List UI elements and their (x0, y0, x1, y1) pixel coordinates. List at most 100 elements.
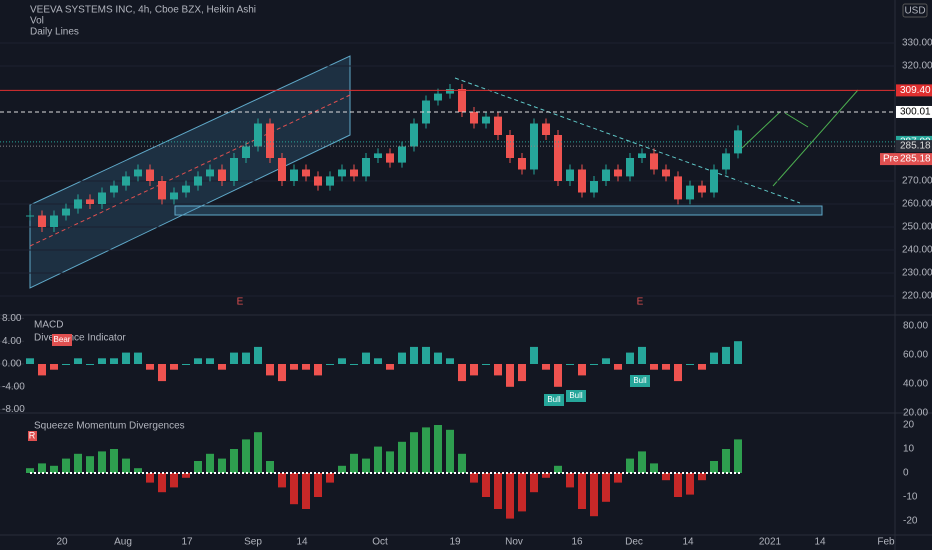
price-label: 309.40 (900, 85, 931, 96)
macd-bar (122, 352, 130, 364)
candle (686, 185, 694, 200)
squeeze-bar (662, 473, 670, 481)
currency[interactable]: USD (904, 6, 925, 17)
squeeze-bar (578, 473, 586, 509)
macd-subtitle: Divergence Indicator (34, 333, 126, 344)
macd-bar (494, 364, 502, 376)
candle (230, 158, 238, 181)
macd-bar (242, 352, 250, 364)
macd-bar (362, 352, 370, 364)
x-tick-label: 2021 (759, 537, 782, 548)
channel (29, 55, 351, 289)
squeeze-bar (686, 473, 694, 495)
macd-bar (554, 364, 562, 387)
squeeze-bar (182, 473, 190, 478)
candle (146, 169, 154, 181)
candle (470, 112, 478, 124)
squeeze-bar (86, 456, 94, 473)
squeeze-bar (470, 473, 478, 483)
squeeze-bar (566, 473, 574, 488)
candle (122, 176, 130, 186)
pre-label: 285.18 (900, 154, 931, 165)
pre-badge (880, 153, 932, 166)
x-tick-label: Oct (372, 537, 388, 548)
candle (338, 169, 346, 177)
squeeze-bar (530, 473, 538, 493)
candle (554, 135, 562, 181)
squeeze-bar (494, 473, 502, 509)
squeeze-bar (602, 473, 610, 502)
price-label: 300.01 (900, 107, 931, 118)
macd-bar (614, 364, 622, 370)
x-tick-label: 14 (682, 537, 694, 548)
squeeze-bar (158, 473, 166, 493)
x-tick-label: 14 (296, 537, 308, 548)
candle (350, 169, 358, 177)
macd-bar (686, 364, 694, 365)
squeeze-bar (278, 473, 286, 488)
squeeze-bar (482, 473, 490, 497)
macd-bar (26, 358, 34, 364)
macd-bar (698, 364, 706, 370)
macd-bar (506, 364, 514, 387)
squeeze-bar (194, 461, 202, 473)
arrow (784, 112, 809, 128)
squeeze-bar (458, 453, 466, 473)
macd-bar (710, 352, 718, 364)
squeeze-bar (110, 449, 118, 473)
candle (614, 169, 622, 177)
squeeze-bar (206, 453, 214, 473)
candle (578, 169, 586, 193)
currency-box[interactable] (902, 3, 928, 18)
y-tick-label: 270.00 (902, 176, 932, 187)
candle (194, 176, 202, 186)
y-tick-label: 240.00 (902, 245, 932, 256)
squeeze-bar (122, 458, 130, 473)
macd-bar (398, 352, 406, 364)
tag-box (52, 334, 72, 346)
squeeze-bar (302, 473, 310, 509)
candle (62, 208, 70, 216)
channel-mid (29, 94, 351, 247)
squeeze-bar (422, 427, 430, 473)
candle (722, 153, 730, 170)
squeeze-bar (62, 458, 70, 473)
candle (266, 123, 274, 158)
symbol: VEEVA SYSTEMS INC, 4h, Cboe BZX, Heikin … (30, 5, 256, 16)
squeeze-bar (506, 473, 514, 519)
macd-bar (566, 364, 574, 365)
y-tick-label: 220.00 (902, 291, 932, 302)
candle (398, 146, 406, 163)
squeeze-bar (338, 465, 346, 473)
candle (50, 215, 58, 227)
candle (110, 185, 118, 193)
candle (26, 215, 34, 217)
macd-bar (338, 358, 346, 364)
macd-bar (134, 352, 142, 364)
macd-bar (158, 364, 166, 382)
macd-bar (446, 358, 454, 364)
price-badge (896, 84, 932, 97)
candle (602, 169, 610, 181)
macd-bar (458, 364, 466, 382)
macd-bar (734, 341, 742, 364)
tag-box (28, 431, 37, 441)
candle (278, 158, 286, 181)
candle (218, 169, 226, 181)
macd-bar (86, 364, 94, 365)
candle (374, 153, 382, 158)
macd-bar (290, 364, 298, 370)
squeeze-bar (614, 473, 622, 483)
tag-box (630, 375, 650, 387)
squeeze-bar (146, 473, 154, 483)
squeeze-bar (734, 439, 742, 473)
y-tick-label: 4.00 (2, 336, 22, 347)
candle (590, 181, 598, 193)
candle (434, 93, 442, 101)
squeeze-bar (710, 461, 718, 473)
y-tick-label: 260.00 (902, 199, 932, 210)
macd-bar (434, 352, 442, 364)
tag-box (544, 394, 564, 406)
squeeze-bar (674, 473, 682, 497)
macd-bar (206, 358, 214, 364)
